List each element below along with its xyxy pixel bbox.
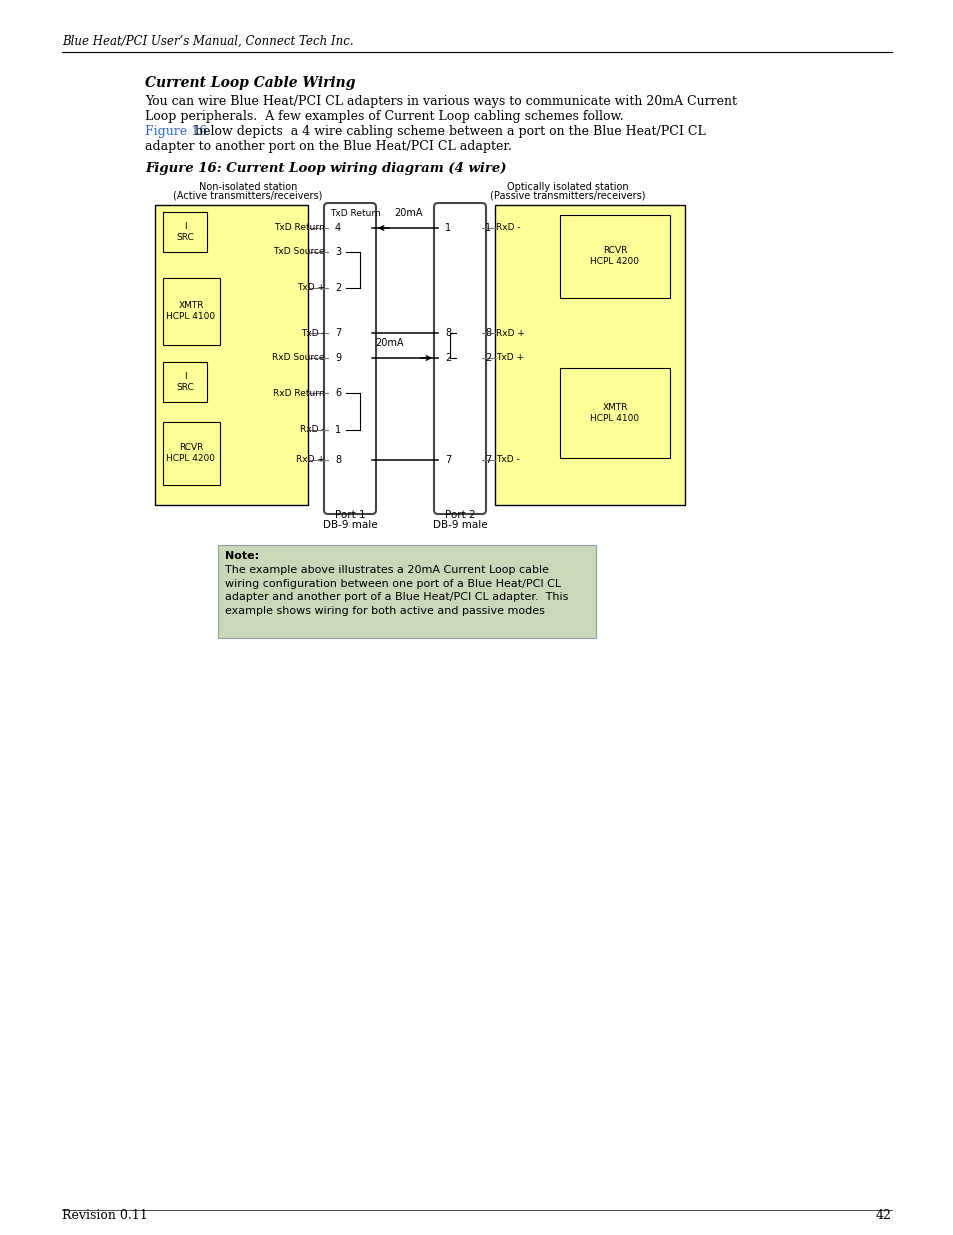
FancyBboxPatch shape [324, 203, 375, 514]
Text: TxD Return: TxD Return [274, 224, 325, 232]
Bar [154, 205, 308, 505]
Bar [163, 362, 207, 403]
Text: The example above illustrates a 20mA Current Loop cable
wiring configuration bet: The example above illustrates a 20mA Cur… [225, 564, 568, 616]
Bar [495, 205, 684, 505]
Text: RCVR
HCPL 4200: RCVR HCPL 4200 [590, 246, 639, 266]
Text: Optically isolated station: Optically isolated station [507, 182, 628, 191]
FancyBboxPatch shape [434, 203, 485, 514]
Text: XMTR
HCPL 4100: XMTR HCPL 4100 [590, 404, 639, 422]
Text: 8: 8 [335, 454, 341, 466]
Text: TxD -: TxD - [301, 329, 325, 337]
Text: 20mA: 20mA [394, 207, 422, 219]
Text: 42: 42 [875, 1209, 891, 1221]
Text: 20mA: 20mA [375, 338, 403, 348]
Text: 2: 2 [444, 353, 451, 363]
Text: TxD -: TxD - [496, 456, 519, 464]
Text: Loop peripherals.  A few examples of Current Loop cabling schemes follow.: Loop peripherals. A few examples of Curr… [145, 110, 623, 124]
Text: 8: 8 [444, 329, 451, 338]
Text: 9: 9 [335, 353, 341, 363]
Text: 1: 1 [444, 224, 451, 233]
Bar [218, 545, 596, 638]
Bar [163, 212, 207, 252]
Text: DB-9 male: DB-9 male [433, 520, 487, 530]
Text: Revision 0.11: Revision 0.11 [62, 1209, 148, 1221]
Text: TxD Return: TxD Return [330, 209, 380, 219]
Text: RxD +: RxD + [295, 456, 325, 464]
Text: Blue Heat/PCI User’s Manual, Connect Tech Inc.: Blue Heat/PCI User’s Manual, Connect Tec… [62, 35, 354, 48]
Text: below depicts  a 4 wire cabling scheme between a port on the Blue Heat/PCI CL: below depicts a 4 wire cabling scheme be… [191, 125, 705, 138]
Text: RxD -: RxD - [300, 426, 325, 435]
Text: adapter to another port on the Blue Heat/PCI CL adapter.: adapter to another port on the Blue Heat… [145, 140, 512, 153]
Text: RCVR
HCPL 4200: RCVR HCPL 4200 [167, 443, 215, 463]
Bar [559, 368, 669, 458]
Text: Current Loop Cable Wiring: Current Loop Cable Wiring [145, 77, 355, 90]
Text: XMTR
HCPL 4100: XMTR HCPL 4100 [166, 301, 215, 321]
Text: (Active transmitters/receivers): (Active transmitters/receivers) [173, 191, 322, 201]
Text: Note:: Note: [225, 551, 259, 561]
Text: 7: 7 [484, 454, 491, 466]
Text: 3: 3 [335, 247, 341, 257]
Text: You can wire Blue Heat/PCI CL adapters in various ways to communicate with 20mA : You can wire Blue Heat/PCI CL adapters i… [145, 95, 737, 107]
Text: 6: 6 [335, 388, 341, 398]
Text: 4: 4 [335, 224, 341, 233]
Text: 1: 1 [335, 425, 341, 435]
Text: 7: 7 [335, 329, 341, 338]
Text: Port 1: Port 1 [335, 510, 365, 520]
Text: RxD Return: RxD Return [274, 389, 325, 398]
Text: DB-9 male: DB-9 male [322, 520, 377, 530]
Text: Port 2: Port 2 [444, 510, 475, 520]
Text: I
SRC: I SRC [176, 222, 193, 242]
Text: TxD +: TxD + [496, 353, 523, 363]
Text: (Passive transmitters/receivers): (Passive transmitters/receivers) [490, 191, 645, 201]
Text: Figure 16: Current Loop wiring diagram (4 wire): Figure 16: Current Loop wiring diagram (… [145, 162, 506, 175]
Text: TxD +: TxD + [296, 284, 325, 293]
Text: Non-isolated station: Non-isolated station [198, 182, 297, 191]
Text: 7: 7 [444, 454, 451, 466]
Text: TxD Source: TxD Source [274, 247, 325, 257]
Bar [163, 422, 220, 485]
Text: 8: 8 [484, 329, 491, 338]
Bar [559, 215, 669, 298]
Text: RxD -: RxD - [496, 224, 520, 232]
Text: I
SRC: I SRC [176, 372, 193, 391]
Text: RxD Source: RxD Source [273, 353, 325, 363]
Text: Figure 16: Figure 16 [145, 125, 207, 138]
Text: RxD +: RxD + [496, 329, 524, 337]
Text: 2: 2 [335, 283, 341, 293]
Text: 2: 2 [484, 353, 491, 363]
Text: 1: 1 [484, 224, 491, 233]
Bar [163, 278, 220, 345]
